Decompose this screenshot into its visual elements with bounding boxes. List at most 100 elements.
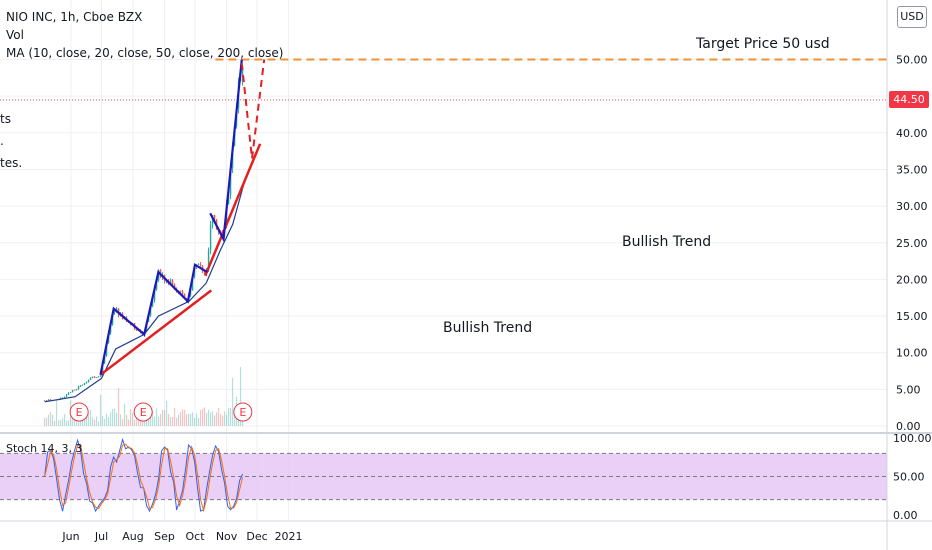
volume-bar [181, 409, 184, 426]
volume-bar [183, 409, 186, 426]
candle-body [69, 392, 72, 393]
volume-bar [53, 421, 56, 426]
clipped-note-line-2: . [0, 134, 4, 148]
volume-bar [105, 413, 108, 426]
volume-bar [127, 419, 130, 426]
volume-bar [173, 407, 176, 426]
ma-legend[interactable]: MA (10, close, 20, close, 50, close, 200… [6, 46, 284, 60]
time-tick-6: Dec [246, 530, 267, 543]
volume-bar [165, 400, 168, 426]
volume-bar [61, 418, 64, 426]
candle-body [135, 328, 138, 331]
clipped-note-line-1: ts [0, 112, 11, 126]
candle-body [179, 290, 182, 292]
clipped-note-line-3: tes. [0, 156, 23, 170]
time-tick-2: Aug [122, 530, 143, 543]
volume-bar [153, 416, 156, 426]
candle-body [151, 300, 154, 307]
price-tick-10: 50.00 [896, 54, 928, 67]
volume-bar [221, 415, 224, 426]
volume-bar [55, 400, 58, 426]
volume-bar [239, 367, 242, 426]
volume-bar [91, 417, 94, 426]
price-tick-0: 0.00 [896, 420, 921, 433]
candle-body [181, 291, 184, 294]
target-price-label: Target Price 50 usd [695, 36, 830, 52]
candle-body [61, 397, 64, 399]
volume-bar [111, 409, 114, 426]
price-tick-2: 10.00 [896, 347, 928, 360]
volume-bar [231, 377, 234, 426]
volume-bar [115, 412, 118, 426]
price-tick-7: 35.00 [896, 163, 928, 176]
candle-body [91, 376, 94, 378]
volume-bar [121, 419, 124, 426]
volume-bar [137, 418, 140, 426]
volume-bar [199, 410, 202, 426]
volume-bar [101, 416, 104, 426]
volume-bar [77, 419, 80, 426]
volume-legend[interactable]: Vol [6, 28, 24, 42]
candle-body [113, 312, 116, 313]
candle-body [81, 384, 84, 386]
volume-bar [171, 417, 174, 426]
volume-bar [205, 412, 208, 426]
volume-bar [147, 419, 150, 426]
volume-bar [71, 414, 74, 426]
volume-bar [193, 417, 196, 426]
volume-bar [217, 407, 220, 426]
volume-bar [157, 416, 160, 426]
volume-bar [63, 414, 66, 426]
time-tick-1: Jul [94, 530, 108, 543]
volume-bar [175, 417, 178, 426]
volume-bar [145, 416, 148, 426]
volume-bar [203, 407, 206, 426]
candle-body [79, 385, 82, 387]
earnings-marker-label-1: E [140, 406, 147, 419]
volume-bar [129, 408, 132, 426]
stoch-tick-1: 50.00 [893, 471, 925, 484]
candle-body [191, 276, 194, 291]
earnings-marker-0 [69, 402, 89, 422]
symbol-line[interactable]: NIO INC, 1h, Cboe BZX [6, 10, 143, 24]
candle-body [71, 390, 74, 393]
candle-body [67, 392, 70, 395]
candle-body [47, 399, 50, 401]
candle-body [209, 224, 212, 251]
volume-bar [163, 410, 166, 426]
volume-bar [159, 414, 162, 426]
price-tick-5: 25.00 [896, 237, 928, 250]
volume-bar [45, 417, 48, 426]
volume-bar [85, 415, 88, 426]
trend-line-1 [204, 143, 262, 277]
volume-bar [57, 420, 60, 426]
earnings-marker-1 [133, 402, 153, 422]
candle-body [207, 250, 210, 270]
volume-bar [125, 414, 128, 426]
candle-body [93, 376, 96, 378]
volume-bar [207, 409, 210, 426]
volume-bar [87, 413, 90, 426]
volume-bar [209, 412, 212, 426]
time-tick-4: Oct [186, 530, 206, 543]
candle-body [229, 168, 232, 195]
volume-bar [189, 413, 192, 426]
volume-bar [223, 411, 226, 426]
candle-body [169, 280, 172, 284]
volume-bar [167, 414, 170, 426]
candle-body [197, 264, 200, 265]
candle-body [83, 383, 86, 385]
grid [0, 0, 887, 520]
volume-bar [143, 419, 146, 426]
price-tick-6: 30.00 [896, 200, 928, 213]
volume-bar [195, 413, 198, 426]
volume-bar [219, 414, 222, 426]
candle-body [65, 394, 68, 397]
currency-button[interactable]: USD [897, 6, 927, 28]
volume-bar [211, 411, 214, 426]
candle-body [99, 375, 102, 377]
volume-bar [107, 417, 110, 426]
stoch-tick-2: 100.00 [893, 432, 932, 445]
